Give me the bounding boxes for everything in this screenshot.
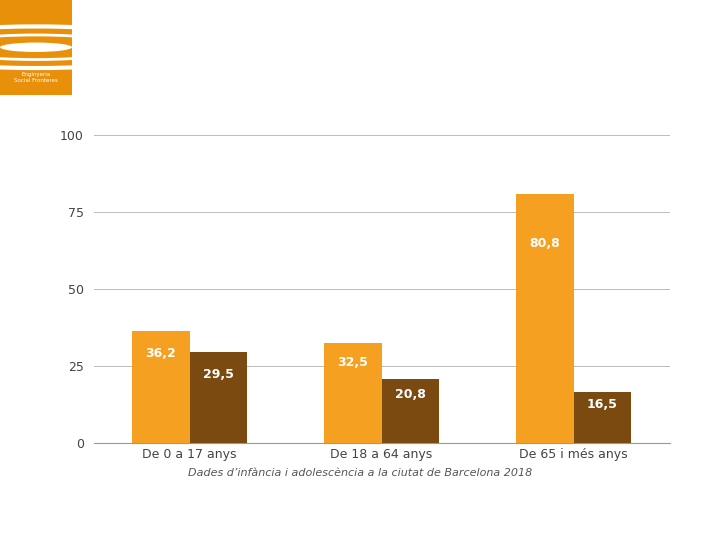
- Text: 29,5: 29,5: [203, 368, 234, 381]
- Text: Dades d’infància i adolescència a la ciutat de Barcelona 2018: Dades d’infància i adolescència a la ciu…: [188, 468, 532, 477]
- Bar: [516, 194, 574, 443]
- Text: 32,5: 32,5: [338, 356, 368, 369]
- Bar: [132, 332, 189, 443]
- Text: 20,8: 20,8: [395, 388, 426, 401]
- Bar: [0, 0, 72, 94]
- Bar: [382, 379, 439, 443]
- Bar: [324, 343, 382, 443]
- Text: Moderate poverty rate before and after social transfers: Moderate poverty rate before and after s…: [86, 38, 701, 57]
- Text: 36,2: 36,2: [145, 347, 176, 360]
- Text: Enginyeria
Social Fronteres: Enginyeria Social Fronteres: [14, 72, 58, 83]
- Text: 80,8: 80,8: [529, 238, 560, 251]
- Bar: [574, 392, 631, 443]
- Text: 16,5: 16,5: [587, 398, 618, 411]
- Bar: [189, 352, 247, 443]
- Circle shape: [0, 43, 72, 52]
